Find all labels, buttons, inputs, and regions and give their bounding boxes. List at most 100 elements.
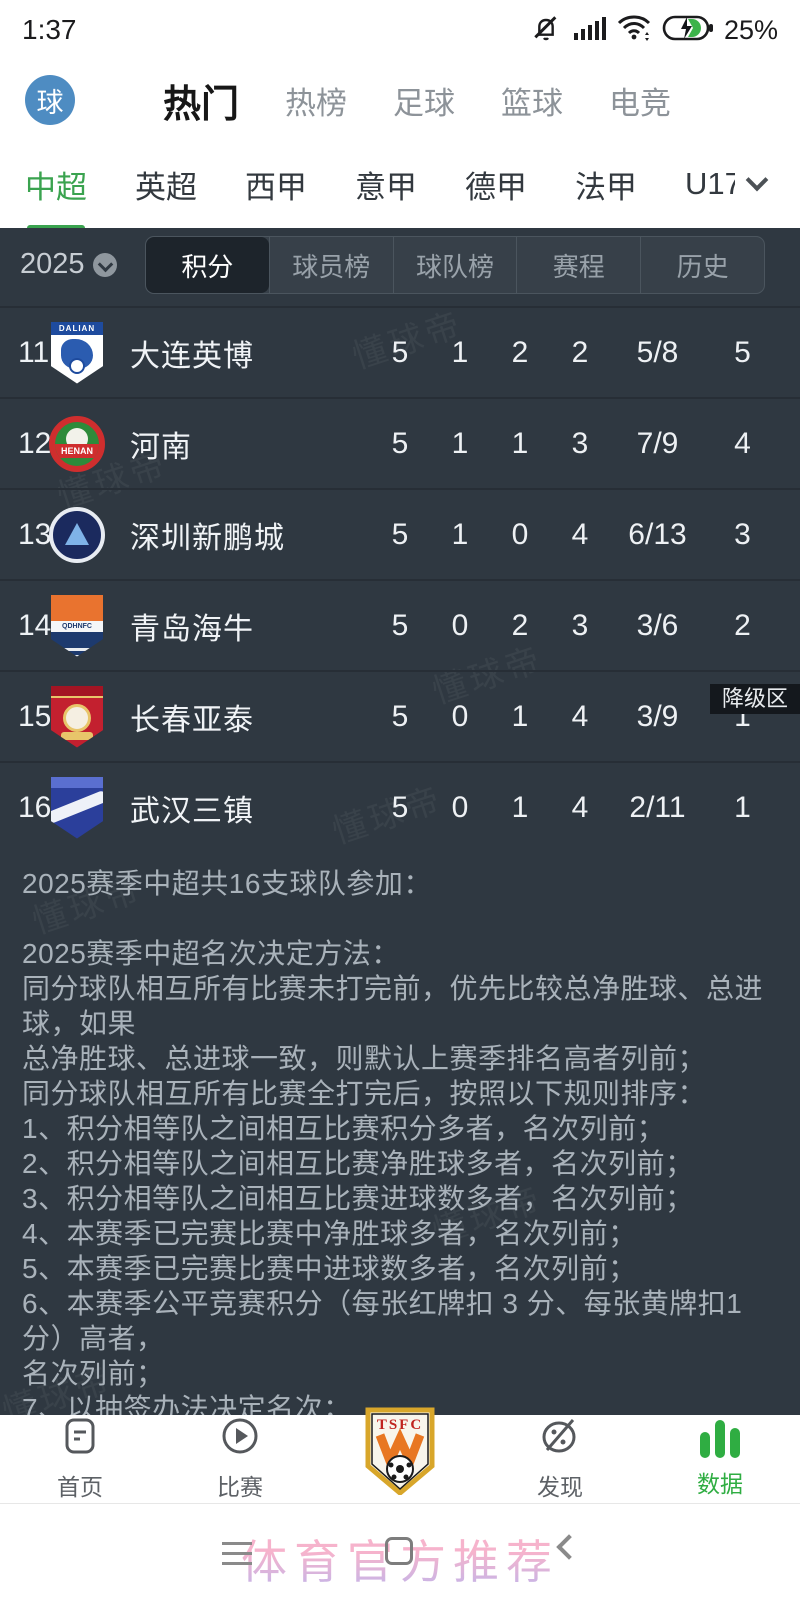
table-row[interactable]: 11 DALIAN 大连英博 5 1 2 2 5/8 5 xyxy=(0,306,800,397)
stat-draw: 2 xyxy=(511,335,529,369)
stat-win: 1 xyxy=(451,517,469,551)
note-line: 同分球队相互所有比赛未打完前，优先比较总净胜球、总进球，如果 xyxy=(22,973,764,1039)
stat-goals: 5/8 xyxy=(636,335,679,369)
stat-draw: 2 xyxy=(511,608,529,642)
bottom-nav: 首页 比赛 TSFC xyxy=(0,1407,800,1503)
rank: 13 xyxy=(18,517,52,551)
team-name: 深圳新鹏城 xyxy=(130,521,285,555)
stat-played: 5 xyxy=(391,517,409,551)
rules-notes: 2025赛季中超共16支球队参加： 2025赛季中超名次决定方法： 同分球队相互… xyxy=(0,852,800,1426)
season-selector[interactable]: 2025 xyxy=(20,248,117,281)
app-nav: 球 热门 热榜 足球 篮球 电竞 xyxy=(0,60,800,140)
rank: 15 xyxy=(18,699,52,733)
tab-hot[interactable]: 热门 xyxy=(163,83,240,126)
status-icons: 25% xyxy=(530,12,778,49)
table-row[interactable]: 降级区 15 长春亚泰 5 0 1 4 3/9 1 xyxy=(0,670,800,761)
stat-goals: 7/9 xyxy=(636,426,679,460)
nav-discover-label: 发现 xyxy=(537,1474,583,1500)
stat-goals: 2/11 xyxy=(629,790,686,824)
segment-schedule[interactable]: 赛程 xyxy=(516,237,640,293)
team-logo-shenzhen xyxy=(49,506,105,563)
segment-player-rank[interactable]: 球员榜 xyxy=(268,237,393,293)
tab-football[interactable]: 足球 xyxy=(393,85,456,121)
battery-charging-icon xyxy=(662,13,714,48)
league-tab-laliga[interactable]: 西甲 xyxy=(245,169,307,205)
league-tab-ligue1[interactable]: 法甲 xyxy=(575,169,637,205)
note-line: 2、积分相等队之间相互比赛净胜球多者，名次列前； xyxy=(22,1148,694,1179)
nav-team-crest[interactable]: TSFC xyxy=(320,1407,480,1503)
league-tab-u17[interactable]: U17 xyxy=(685,166,735,201)
tab-hotlist[interactable]: 热榜 xyxy=(285,85,348,121)
table-row[interactable]: 12 HENAN 河南 5 1 1 3 7/9 4 xyxy=(0,397,800,488)
league-tab-seriea[interactable]: 意甲 xyxy=(355,169,417,205)
svg-text:TSFC: TSFC xyxy=(377,1417,423,1433)
table-row[interactable]: 13 深圳新鹏城 5 1 0 4 6/13 3 xyxy=(0,488,800,579)
league-tab-bundesliga[interactable]: 德甲 xyxy=(465,169,527,205)
stat-points: 5 xyxy=(734,335,751,369)
team-name: 大连英博 xyxy=(130,339,254,373)
season-label: 2025 xyxy=(20,248,85,280)
signal-icon xyxy=(572,13,606,48)
league-tab-epl[interactable]: 英超 xyxy=(135,169,197,205)
segment-standings[interactable]: 积分 xyxy=(146,237,269,293)
league-tab-csl[interactable]: 中超 xyxy=(25,162,87,231)
note-line: 2025赛季中超共16支球队参加： xyxy=(22,868,432,899)
app-logo[interactable]: 球 xyxy=(25,75,75,125)
stat-goals: 3/9 xyxy=(636,699,679,733)
team-name: 青岛海牛 xyxy=(130,612,254,646)
note-line: 1、积分相等队之间相互比赛积分多者，名次列前； xyxy=(22,1113,666,1144)
team-logo-changchun xyxy=(51,685,103,748)
palette-icon xyxy=(539,1416,581,1461)
note-line: 4、本赛季已完赛比赛中净胜球多者，名次列前； xyxy=(22,1218,637,1249)
team-name: 河南 xyxy=(130,430,192,464)
stat-loss: 4 xyxy=(571,699,589,733)
segment-team-rank[interactable]: 球队榜 xyxy=(392,237,517,293)
tsfc-crest-icon: TSFC xyxy=(363,1407,437,1500)
stat-played: 5 xyxy=(391,790,409,824)
note-line: 3、积分相等队之间相互比赛进球数多者，名次列前； xyxy=(22,1183,694,1214)
home-button[interactable] xyxy=(385,1537,413,1565)
stat-win: 0 xyxy=(451,699,469,733)
nav-data[interactable]: 数据 xyxy=(640,1415,800,1503)
note-line: 6、本赛季公平竞赛积分（每张红牌扣 3 分、每张黄牌扣1 分）高者， xyxy=(22,1288,743,1354)
segment-history[interactable]: 历史 xyxy=(640,237,764,293)
filter-bar: 2025 积分 球员榜 球队榜 赛程 历史 xyxy=(0,236,800,296)
stat-played: 5 xyxy=(391,426,409,460)
team-logo-henan: HENAN xyxy=(49,415,105,472)
recents-button[interactable] xyxy=(222,1542,252,1572)
note-line: 2025赛季中超名次决定方法： xyxy=(22,938,400,969)
rank: 12 xyxy=(18,426,52,460)
stat-loss: 4 xyxy=(571,790,589,824)
rank: 11 xyxy=(18,335,50,369)
stat-win: 0 xyxy=(451,608,469,642)
data-bars-icon xyxy=(700,1419,740,1458)
season-chevron-icon xyxy=(92,252,117,277)
team-logo-wuhan xyxy=(51,776,103,839)
stat-played: 5 xyxy=(391,699,409,733)
stat-played: 5 xyxy=(391,608,409,642)
nav-discover[interactable]: 发现 xyxy=(480,1415,640,1503)
team-logo-dalian: DALIAN xyxy=(51,321,103,384)
note-line: 5、本赛季已完赛比赛中进球数多者，名次列前； xyxy=(22,1253,637,1284)
stat-draw: 1 xyxy=(511,426,529,460)
status-bar: 1:37 xyxy=(0,0,800,60)
home-doc-icon xyxy=(60,1416,100,1461)
nav-home[interactable]: 首页 xyxy=(0,1415,160,1503)
table-row[interactable]: 14 QDHNFC 青岛海牛 5 0 2 3 3/6 2 xyxy=(0,579,800,670)
stat-played: 5 xyxy=(391,335,409,369)
table-row[interactable]: 16 武汉三镇 5 0 1 4 2/11 1 xyxy=(0,761,800,852)
stat-points: 1 xyxy=(734,790,751,824)
stat-draw: 1 xyxy=(511,790,529,824)
tab-basketball[interactable]: 篮球 xyxy=(501,85,564,121)
nav-matches[interactable]: 比赛 xyxy=(160,1415,320,1503)
play-circle-icon xyxy=(220,1416,260,1461)
chevron-down-icon[interactable] xyxy=(745,168,769,192)
stat-loss: 4 xyxy=(571,517,589,551)
stat-draw: 0 xyxy=(511,517,529,551)
stat-win: 1 xyxy=(451,335,469,369)
tab-esports[interactable]: 电竞 xyxy=(609,85,672,121)
standings-panel: 懂球帝 懂球帝 懂球帝 懂球帝 懂球帝 懂球帝 懂球帝 2025 积分 球员榜 … xyxy=(0,228,800,1432)
stat-loss: 3 xyxy=(571,608,589,642)
stat-win: 1 xyxy=(451,426,469,460)
stat-points: 3 xyxy=(734,517,751,551)
